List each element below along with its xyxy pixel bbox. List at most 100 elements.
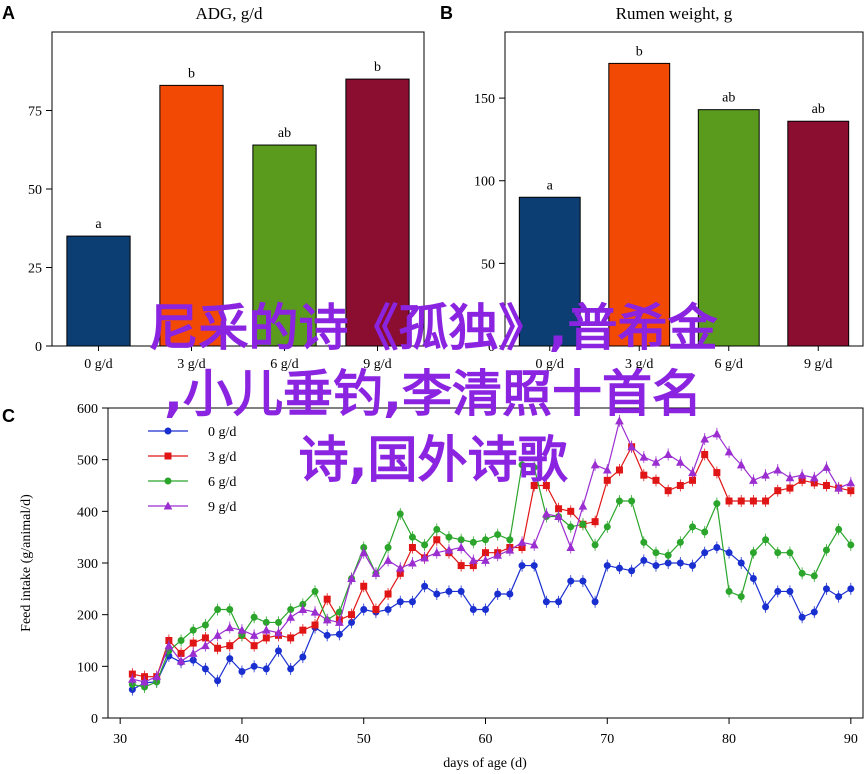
data-point: [762, 497, 770, 505]
overlay-text-line-3: 诗,国外诗歌: [298, 431, 568, 489]
data-point: [421, 541, 429, 549]
data-point: [713, 544, 721, 551]
data-point: [445, 587, 453, 595]
data-point: [468, 555, 478, 564]
series-line: [132, 546, 852, 691]
data-point: [360, 606, 368, 613]
data-point: [408, 598, 416, 606]
data-point: [749, 497, 757, 505]
legend-label: 0 g/d: [208, 425, 236, 440]
data-point: [786, 549, 794, 557]
data-point: [590, 460, 600, 469]
data-point: [359, 548, 369, 557]
x-tick-label: 30: [113, 732, 127, 747]
data-point: [518, 562, 526, 570]
data-point: [469, 538, 477, 546]
data-point: [530, 482, 538, 489]
data-point: [226, 606, 234, 613]
data-point: [701, 451, 709, 458]
data-point: [835, 593, 843, 601]
legend-entry: 6 g/d: [148, 475, 236, 490]
data-point: [578, 501, 588, 510]
x-tick-label: 6 g/d: [715, 357, 743, 372]
overlay-text-line-1: 尼采的诗《孤独》,普希金: [148, 299, 718, 357]
panel-b-frame: [504, 31, 864, 347]
data-point: [494, 531, 502, 539]
bar: [345, 78, 410, 347]
y-tick-label: 50: [481, 257, 495, 272]
data-point: [555, 598, 563, 606]
data-point: [189, 626, 197, 634]
data-point: [347, 573, 356, 582]
panel-b-x-axis: 0 g/d 3 g/d 6 g/d 9 g/d: [536, 346, 832, 372]
data-point: [603, 523, 611, 531]
data-point: [652, 562, 660, 570]
data-point: [762, 536, 770, 544]
bar-significance-label: a: [547, 178, 554, 193]
data-point: [664, 551, 672, 559]
data-point: [261, 625, 271, 634]
data-point: [384, 544, 392, 551]
data-point: [238, 668, 246, 675]
data-point: [444, 545, 454, 554]
data-point: [140, 677, 149, 686]
panel-a-x-axis: 0 g/d 3 g/d 6 g/d 9 g/d: [84, 346, 392, 372]
data-point: [567, 577, 575, 585]
data-point: [725, 549, 733, 557]
data-point: [566, 542, 576, 551]
data-point: [505, 545, 515, 554]
legend-label: 3 g/d: [208, 450, 236, 465]
data-point: [847, 541, 855, 549]
data-point: [591, 541, 599, 549]
x-tick-label: 80: [722, 732, 736, 747]
x-tick-label: 9 g/d: [804, 357, 832, 372]
data-point: [201, 641, 210, 650]
y-tick-label: 100: [77, 660, 98, 675]
data-point: [420, 553, 429, 562]
data-point: [335, 617, 344, 626]
data-point: [725, 497, 733, 505]
data-point: [602, 465, 612, 474]
data-point: [408, 533, 416, 541]
data-point: [591, 518, 599, 526]
data-point: [188, 648, 198, 657]
x-tick-label: 70: [600, 732, 614, 747]
x-tick-label: 3 g/d: [177, 357, 205, 372]
bar: [252, 144, 317, 347]
data-point: [262, 665, 270, 673]
data-point: [372, 606, 380, 613]
data-point: [603, 476, 611, 484]
legend-entry: 0 g/d: [148, 425, 236, 440]
data-point: [700, 434, 710, 443]
data-point: [846, 478, 856, 487]
data-point: [761, 470, 770, 479]
data-point: [615, 466, 623, 474]
data-point: [542, 598, 550, 606]
data-point: [579, 577, 587, 585]
data-point: [615, 497, 623, 505]
data-point: [798, 613, 806, 621]
y-tick-label: 50: [28, 183, 42, 198]
data-point: [737, 593, 745, 601]
data-point: [530, 562, 538, 570]
data-point: [688, 468, 697, 477]
data-point: [713, 469, 721, 477]
data-point: [774, 549, 782, 557]
data-point: [652, 549, 660, 557]
x-tick-label: 6 g/d: [270, 357, 298, 372]
data-point: [725, 587, 733, 595]
data-point: [226, 642, 234, 650]
data-point: [529, 540, 539, 549]
data-point: [286, 612, 295, 621]
data-point: [287, 634, 295, 642]
data-point: [517, 537, 527, 546]
bar: [697, 109, 760, 347]
x-tick-label: 9 g/d: [363, 357, 391, 372]
data-point: [250, 642, 258, 650]
data-point: [311, 621, 319, 629]
data-point: [762, 603, 770, 611]
x-tick-label: 90: [844, 732, 858, 747]
data-point: [456, 542, 466, 551]
